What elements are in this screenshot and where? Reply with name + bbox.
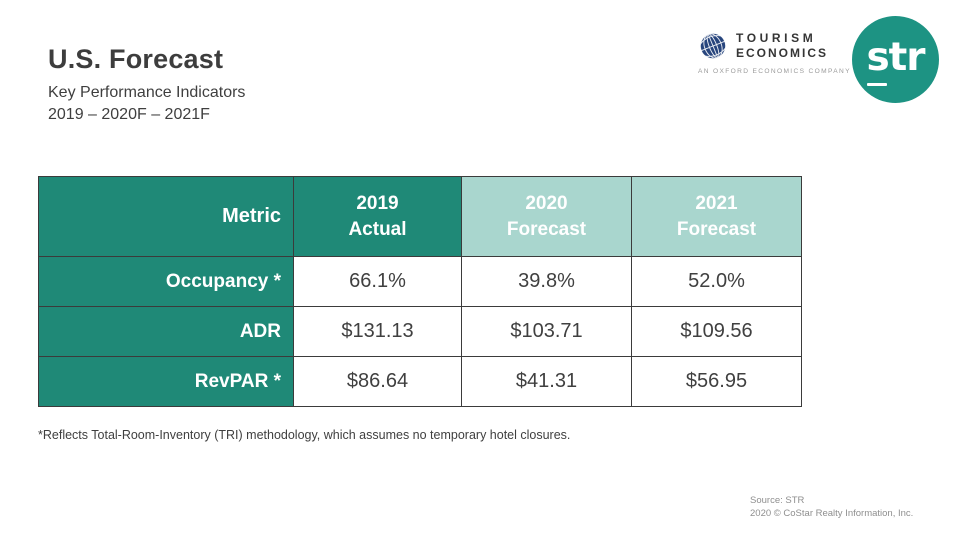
column-header-year: 2019	[356, 192, 399, 214]
tourism-economics-word-tourism: TOURISM	[736, 31, 817, 45]
str-letter-s-underlined: s	[866, 35, 890, 86]
column-header-type: Actual	[348, 218, 407, 240]
tourism-economics-wordmark: TOURISM ECONOMICS	[736, 31, 828, 61]
row-label-revpar: RevPAR *	[38, 356, 294, 407]
subtitle-line-2: 2019 – 2020F – 2021F	[48, 106, 210, 123]
adr-2020-value: $103.71	[461, 306, 632, 357]
adr-2019-value: $131.13	[293, 306, 462, 357]
column-header-2019-actual: 2019 Actual	[293, 176, 462, 257]
page-title: U.S. Forecast	[48, 44, 224, 74]
tourism-economics-tagline: AN OXFORD ECONOMICS COMPANY	[698, 68, 851, 75]
column-header-2020-forecast: 2020 Forecast	[461, 176, 632, 257]
row-label-adr: ADR	[38, 306, 294, 357]
subtitle-line-1: Key Performance Indicators	[48, 84, 246, 101]
kpi-table: Metric 2019 Actual 2020 Forecast 2021 Fo…	[38, 176, 802, 407]
column-header-type: Forecast	[506, 218, 587, 240]
row-label-occupancy: Occupancy *	[38, 256, 294, 307]
revpar-2021-value: $56.95	[631, 356, 802, 407]
column-header-metric: Metric	[38, 176, 294, 257]
title-block: U.S. Forecast Key Performance Indicators…	[48, 44, 245, 126]
globe-icon	[698, 30, 728, 62]
source-line-2: 2020 © CoStar Realty Information, Inc.	[750, 508, 914, 519]
source-line-1: Source: STR	[750, 495, 805, 506]
tourism-economics-logo: TOURISM ECONOMICS AN OXFORD ECONOMICS CO…	[698, 30, 851, 75]
str-letters-tr: tr	[888, 35, 926, 80]
revpar-2020-value: $41.31	[461, 356, 632, 407]
occupancy-2021-value: 52.0%	[631, 256, 802, 307]
tourism-economics-word-economics: ECONOMICS	[736, 46, 829, 60]
str-logo: str	[852, 16, 939, 103]
table-header-row: Metric 2019 Actual 2020 Forecast 2021 Fo…	[38, 176, 802, 257]
column-header-2021-forecast: 2021 Forecast	[631, 176, 802, 257]
revpar-2019-value: $86.64	[293, 356, 462, 407]
tourism-economics-logo-top: TOURISM ECONOMICS	[698, 30, 836, 62]
column-header-year: 2021	[695, 192, 738, 214]
occupancy-2019-value: 66.1%	[293, 256, 462, 307]
table-row-revpar: RevPAR * $86.64 $41.31 $56.95	[38, 356, 802, 407]
str-wordmark: str	[866, 35, 926, 86]
table-row-adr: ADR $131.13 $103.71 $109.56	[38, 306, 802, 357]
footnote: *Reflects Total-Room-Inventory (TRI) met…	[38, 428, 571, 442]
source-attribution: Source: STR 2020 © CoStar Realty Informa…	[750, 494, 913, 520]
table-row-occupancy: Occupancy * 66.1% 39.8% 52.0%	[38, 256, 802, 307]
column-header-type: Forecast	[676, 218, 757, 240]
occupancy-2020-value: 39.8%	[461, 256, 632, 307]
column-header-year: 2020	[525, 192, 568, 214]
adr-2021-value: $109.56	[631, 306, 802, 357]
